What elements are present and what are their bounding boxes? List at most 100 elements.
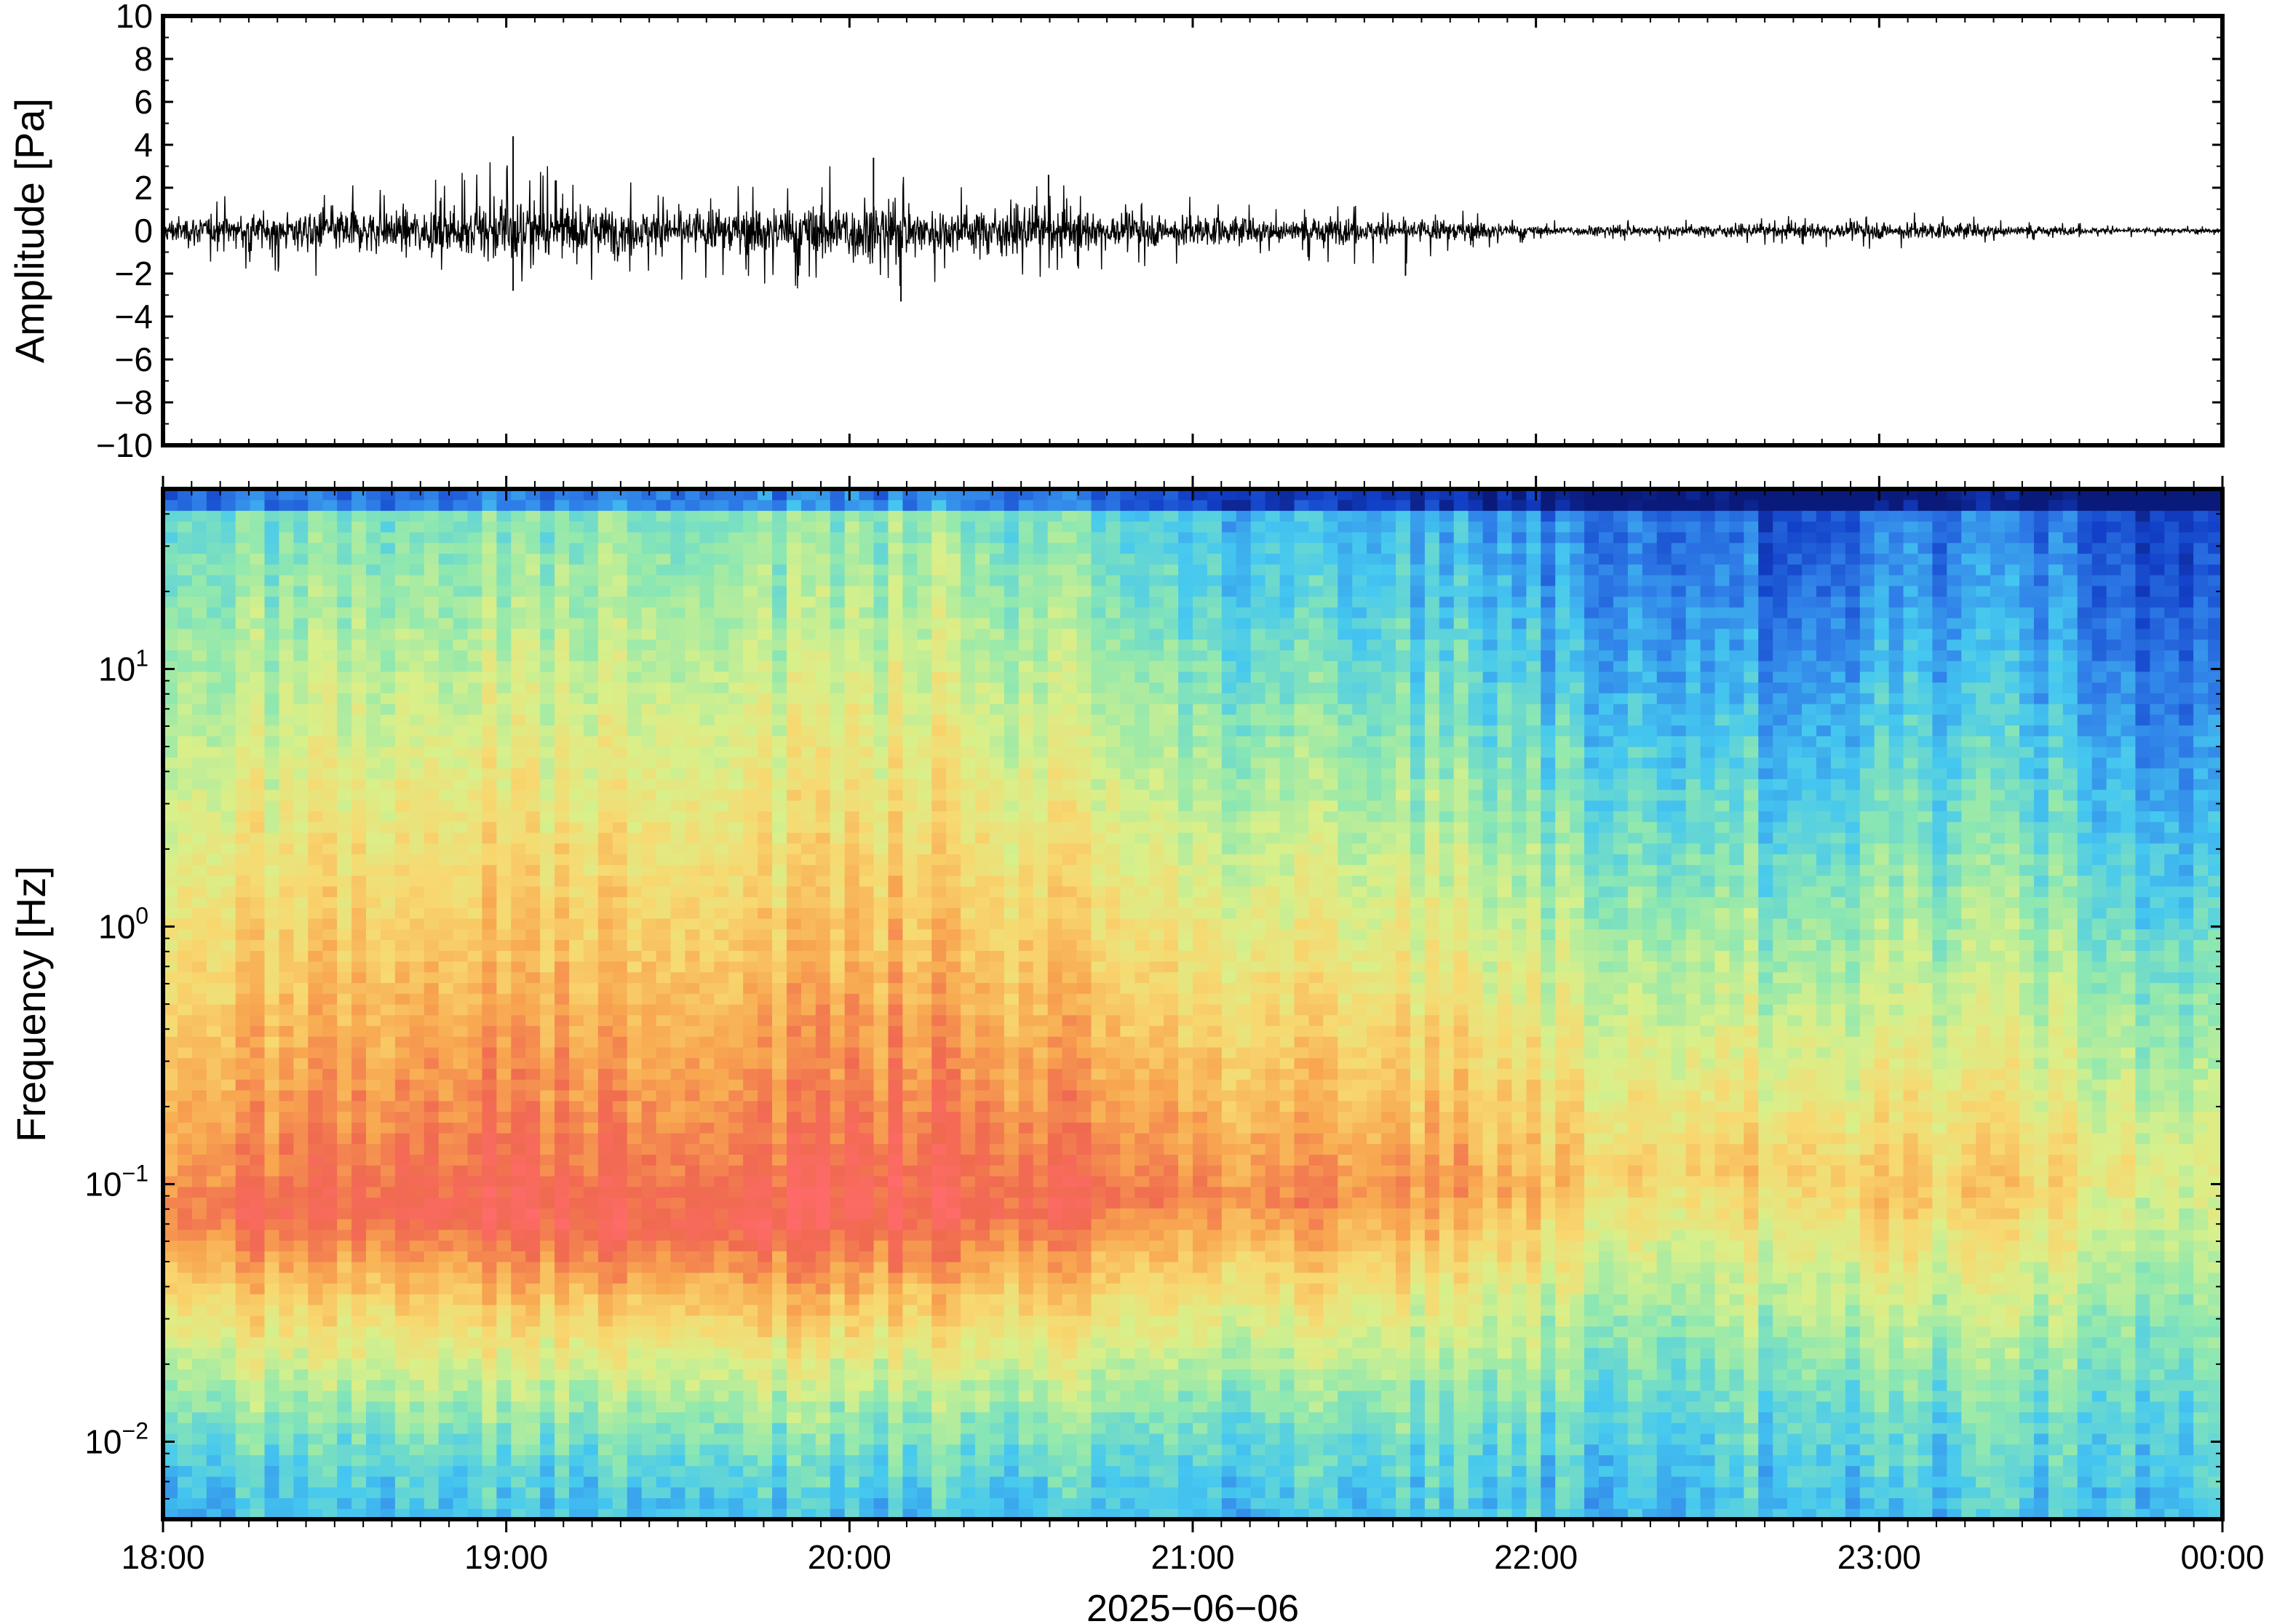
spectrogram-cell: [627, 628, 643, 640]
spectrogram-cell: [308, 864, 323, 876]
spectrogram-cell: [496, 1229, 512, 1241]
spectrogram-cell: [641, 928, 657, 941]
spectrogram-cell: [786, 971, 802, 984]
spectrogram-cell: [394, 779, 410, 790]
spectrogram-cell: [758, 747, 773, 758]
spectrogram-cell: [830, 928, 846, 941]
spectrogram-cell: [670, 1454, 686, 1466]
spectrogram-cell: [743, 832, 758, 844]
spectrogram-cell: [597, 1014, 613, 1027]
spectrogram-cell: [627, 950, 643, 962]
spectrogram-cell: [511, 961, 526, 973]
spectrogram-cell: [337, 1465, 352, 1477]
spectrogram-cell: [163, 747, 178, 758]
spectrogram-cell: [394, 1079, 410, 1091]
spectrogram-cell: [191, 875, 207, 887]
spectrogram-cell: [641, 532, 657, 544]
spectrogram-cell: [540, 1014, 555, 1027]
spectrogram-cell: [394, 1454, 410, 1466]
spectrogram-cell: [714, 747, 729, 758]
spectrogram-cell: [250, 800, 266, 812]
spectrogram-cell: [337, 821, 352, 833]
spectrogram-cell: [351, 1251, 367, 1262]
spectrogram-cell: [177, 811, 193, 822]
spectrogram-cell: [540, 832, 555, 844]
spectrogram-cell: [235, 1122, 251, 1134]
spectrogram-cell: [366, 1197, 381, 1209]
spectrogram-cell: [844, 885, 860, 898]
spectrogram-cell: [873, 1390, 889, 1402]
spectrogram-cell: [177, 757, 193, 769]
spectrogram-cell: [380, 671, 396, 683]
spectrogram-cell: [815, 1444, 831, 1456]
spectrogram-cell: [308, 639, 323, 650]
spectrogram-cell: [685, 1454, 700, 1466]
spectrogram-cell: [800, 736, 816, 747]
spectrogram-cell: [206, 1229, 222, 1241]
spectrogram-cell: [337, 585, 352, 597]
spectrogram-cell: [641, 811, 657, 822]
spectrogram-cell: [467, 564, 483, 576]
spectrogram-cell: [612, 1229, 628, 1241]
spectrogram-cell: [482, 510, 497, 522]
spectrogram-cell: [728, 1133, 744, 1145]
spectrogram-cell: [758, 628, 773, 640]
spectrogram-cell: [714, 1165, 729, 1177]
spectrogram-cell: [815, 1390, 831, 1402]
spectrogram-cell: [337, 725, 352, 736]
spectrogram-cell: [220, 747, 237, 758]
spectrogram-cell: [597, 499, 613, 512]
spectrogram-cell: [482, 1486, 497, 1499]
spectrogram-cell: [206, 564, 222, 576]
spectrogram-cell: [743, 821, 758, 833]
spectrogram-cell: [800, 1186, 816, 1198]
spectrogram-cell: [264, 499, 280, 512]
spectrogram-cell: [699, 671, 715, 683]
spectrogram-cell: [830, 1422, 846, 1434]
spectrogram-cell: [438, 639, 454, 650]
spectrogram-cell: [409, 1004, 425, 1016]
spectrogram-cell: [482, 1014, 497, 1027]
spectrogram-cell: [873, 1401, 889, 1413]
spectrogram-cell: [844, 1422, 860, 1434]
spectrogram-cell: [786, 768, 802, 779]
spectrogram-cell: [380, 982, 396, 994]
spectrogram-cell: [569, 725, 584, 736]
spectrogram-cell: [250, 1412, 266, 1423]
spectrogram-cell: [337, 811, 352, 822]
spectrogram-cell: [409, 1337, 425, 1348]
spectrogram-cell: [641, 564, 657, 576]
spectrogram-cell: [337, 1294, 352, 1305]
spectrogram-cell: [482, 1401, 497, 1413]
spectrogram-cell: [453, 800, 469, 812]
spectrogram-cell: [815, 821, 831, 833]
spectrogram-cell: [438, 1315, 454, 1327]
spectrogram-cell: [772, 1380, 787, 1391]
spectrogram-cell: [366, 585, 381, 597]
spectrogram-cell: [206, 1208, 222, 1219]
spectrogram-cell: [641, 1251, 657, 1262]
spectrogram-cell: [191, 639, 207, 650]
spectrogram-cell: [250, 928, 266, 941]
spectrogram-cell: [699, 1486, 715, 1499]
spectrogram-cell: [525, 725, 541, 736]
spectrogram-cell: [569, 939, 584, 951]
spectrogram-cell: [163, 736, 178, 747]
spectrogram-cell: [366, 779, 381, 790]
spectrogram-cell: [743, 1390, 758, 1402]
spectrogram-cell: [264, 1251, 280, 1262]
spectrogram-cell: [366, 1305, 381, 1316]
spectrogram-cell: [555, 811, 570, 822]
spectrogram-cell: [496, 1294, 512, 1305]
spectrogram-cell: [815, 1068, 831, 1080]
spectrogram-cell: [482, 1122, 497, 1134]
spectrogram-cell: [322, 725, 338, 736]
spectrogram-cell: [641, 1079, 657, 1091]
spectrogram-cell: [482, 896, 497, 908]
spectrogram-cell: [496, 1508, 512, 1520]
spectrogram-cell: [351, 928, 367, 941]
spectrogram-cell: [830, 1229, 846, 1241]
spectrogram-cell: [656, 671, 672, 683]
spectrogram-cell: [264, 714, 280, 726]
spectrogram-cell: [206, 671, 222, 683]
